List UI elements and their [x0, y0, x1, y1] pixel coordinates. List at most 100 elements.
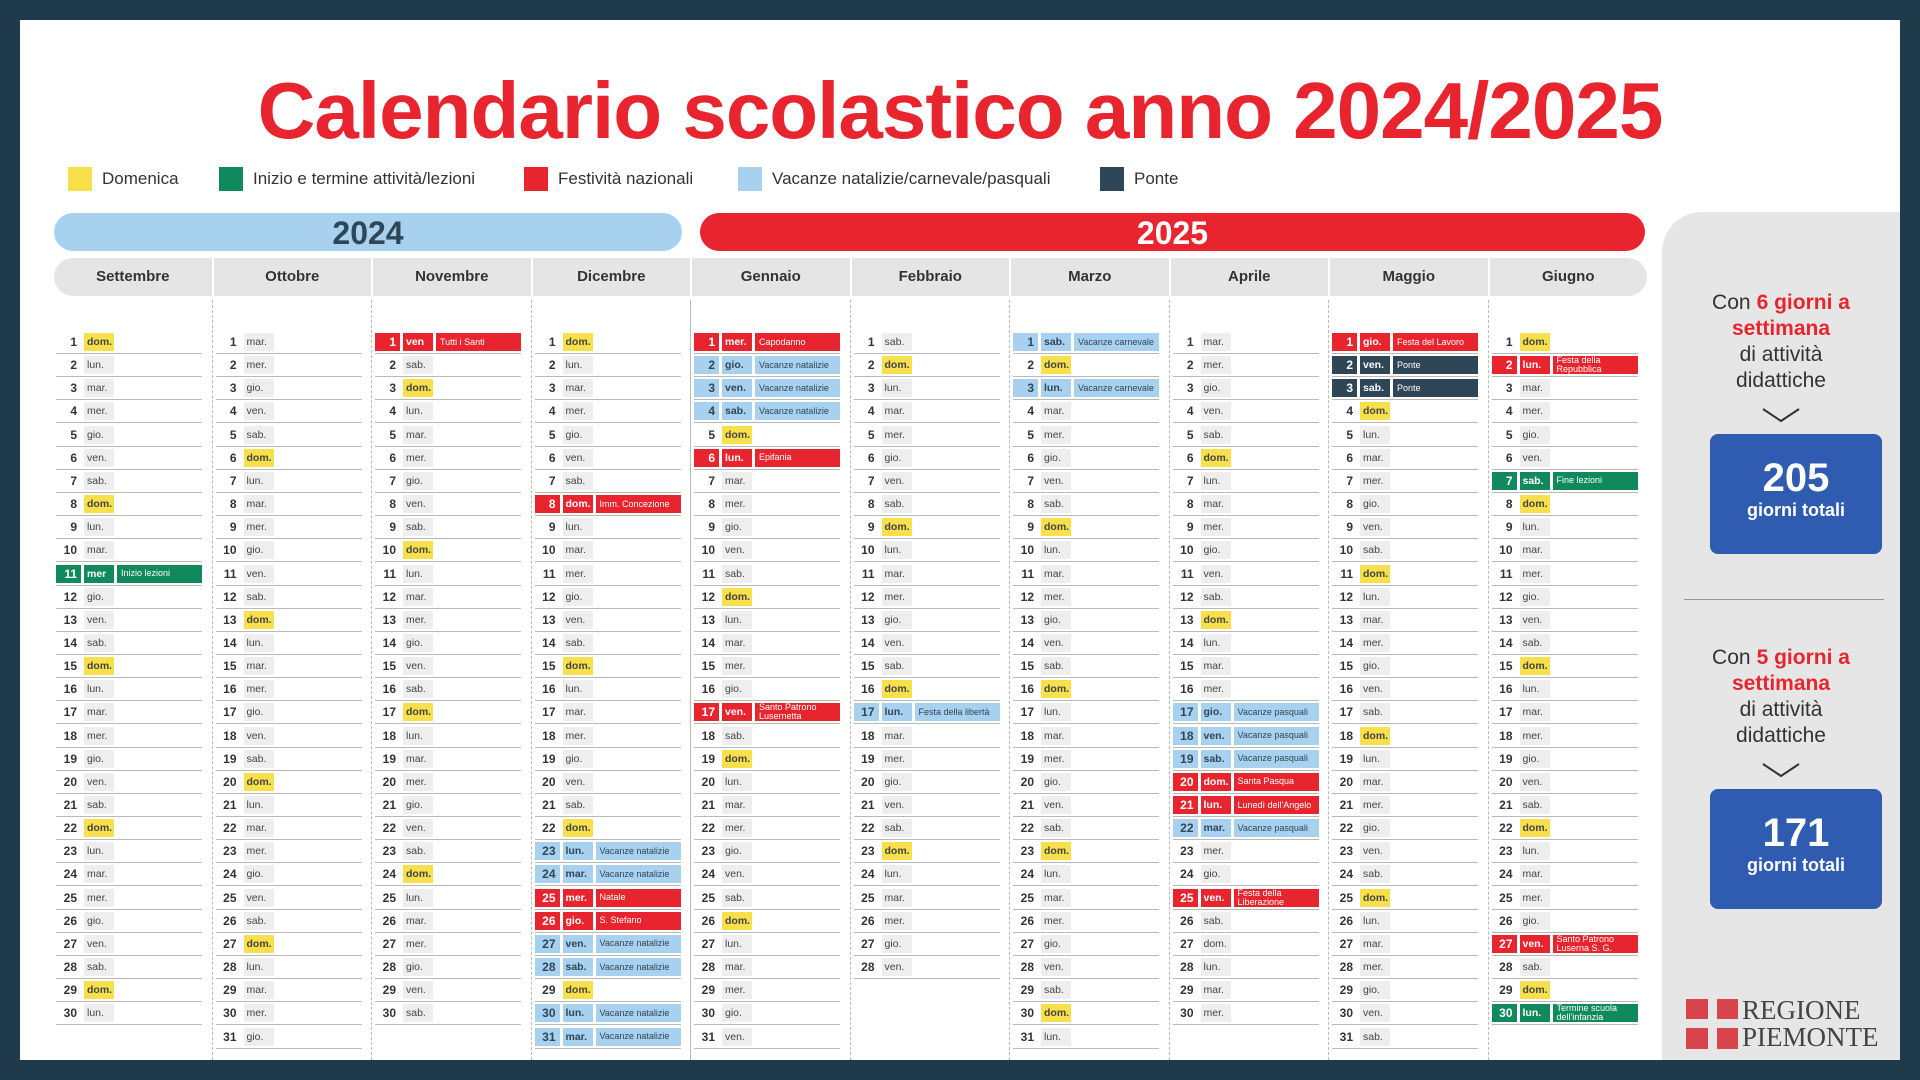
day-number: 16: [1180, 682, 1194, 697]
weekday: gio.: [84, 587, 114, 606]
row-rule: [1172, 862, 1319, 864]
weekday: sab.: [84, 633, 114, 652]
day-number: 23: [382, 844, 396, 859]
day-number: 10: [63, 543, 77, 558]
weekday: mar.: [1041, 564, 1071, 583]
total-box: 171 giorni totali: [1710, 789, 1882, 909]
day-number: 3: [1013, 379, 1038, 398]
weekday: lun.: [722, 772, 752, 791]
weekday: lun.: [1041, 1027, 1071, 1046]
summary-highlight: 6 giorni a settimana: [1731, 291, 1850, 340]
weekday: dom.: [562, 819, 593, 838]
legend-item: Vacanze natalizie/carnevale/pasquali: [738, 166, 1050, 192]
day-number: 23: [701, 844, 715, 859]
day-note: Ponte: [1393, 356, 1478, 375]
row-rule: [375, 607, 521, 609]
weekday: mer.: [722, 819, 752, 838]
day-number: 26: [223, 913, 237, 928]
row-rule: [1332, 1001, 1478, 1003]
row-rule: [375, 468, 521, 470]
weekday: gio.: [84, 425, 114, 444]
row-rule: [215, 538, 362, 540]
day-number: 17: [1020, 705, 1034, 720]
day-number: 17: [63, 705, 77, 720]
weekday: mer.: [84, 888, 114, 907]
day-number: 12: [1180, 589, 1194, 604]
day-number: 12: [223, 589, 237, 604]
weekday: sab.: [1360, 379, 1390, 398]
weekday: mar.: [243, 333, 274, 351]
day-number: 10: [1180, 543, 1194, 558]
day-number: 1: [70, 335, 77, 349]
row-rule: [1491, 839, 1638, 841]
weekday: sab.: [84, 471, 114, 490]
weekday: mer.: [403, 448, 433, 467]
weekday: sab.: [1360, 865, 1390, 884]
day-note: Capodanno: [755, 333, 840, 351]
weekday: gio.: [1200, 379, 1231, 398]
legend-label: Ponte: [1134, 169, 1179, 188]
day-number: 16: [382, 682, 396, 697]
weekday: mer.: [722, 495, 752, 514]
row-rule: [215, 468, 362, 470]
day-number: 19: [542, 751, 556, 766]
weekday: dom.: [84, 981, 114, 1000]
weekday: lun.: [1200, 958, 1231, 977]
day-number: 5: [548, 427, 556, 442]
row-rule: [853, 839, 1000, 841]
row-rule: [375, 422, 521, 424]
weekday: ven.: [1041, 796, 1071, 814]
row-rule: [56, 931, 202, 933]
day-note: Vacanze natalizie: [595, 1004, 681, 1023]
day-number: 1: [1013, 333, 1038, 351]
month-header: Dicembre: [532, 258, 690, 296]
legend-item: Domenica: [68, 166, 179, 192]
row-rule: [853, 399, 1000, 401]
row-rule: [1491, 422, 1638, 424]
day-number: 14: [382, 635, 396, 650]
row-rule: [534, 954, 681, 956]
day-number: 7: [708, 473, 715, 488]
weekday: mer.: [1200, 1004, 1231, 1023]
day-number: 30: [63, 1006, 77, 1021]
day-number: 14: [1499, 635, 1513, 650]
row-rule: [1491, 862, 1638, 864]
row-rule: [1332, 978, 1478, 980]
day-number: 6: [867, 450, 875, 465]
weekday: sab.: [881, 657, 912, 676]
weekday: mer.: [1360, 796, 1390, 814]
row-rule: [1172, 839, 1319, 841]
row-rule: [215, 746, 362, 748]
row-rule: [56, 1001, 202, 1003]
weekday: dom.: [1519, 333, 1550, 351]
weekday: mar.: [1041, 726, 1071, 745]
day-number: 27: [534, 934, 560, 953]
day-number: 20: [223, 774, 237, 789]
row-rule: [56, 399, 202, 401]
day-number: 19: [701, 751, 715, 766]
day-number: 24: [63, 867, 77, 882]
day-number: 7: [867, 473, 875, 488]
weekday: gio.: [722, 680, 752, 699]
day-number: 9: [229, 520, 237, 535]
day-number: 18: [701, 728, 715, 743]
day-number: 16: [861, 682, 875, 697]
row-rule: [215, 561, 362, 563]
day-number: 9: [1505, 520, 1513, 535]
row-rule: [1491, 769, 1638, 771]
row-rule: [853, 445, 1000, 447]
weekday: gio.: [1360, 333, 1390, 351]
day-number: 8: [1186, 497, 1194, 512]
row-rule: [694, 653, 840, 655]
weekday: mar.: [722, 633, 752, 652]
day-number: 21: [542, 798, 556, 812]
day-number: 26: [382, 913, 396, 928]
weekday: sab.: [243, 911, 274, 930]
row-rule: [375, 978, 521, 980]
weekday: lun.: [1041, 541, 1071, 560]
day-number: 9: [1186, 520, 1194, 535]
day-number: 27: [701, 936, 715, 951]
row-rule: [375, 677, 521, 679]
day-note: Vacanze carnevale: [1074, 333, 1159, 351]
row-rule: [1172, 723, 1319, 725]
